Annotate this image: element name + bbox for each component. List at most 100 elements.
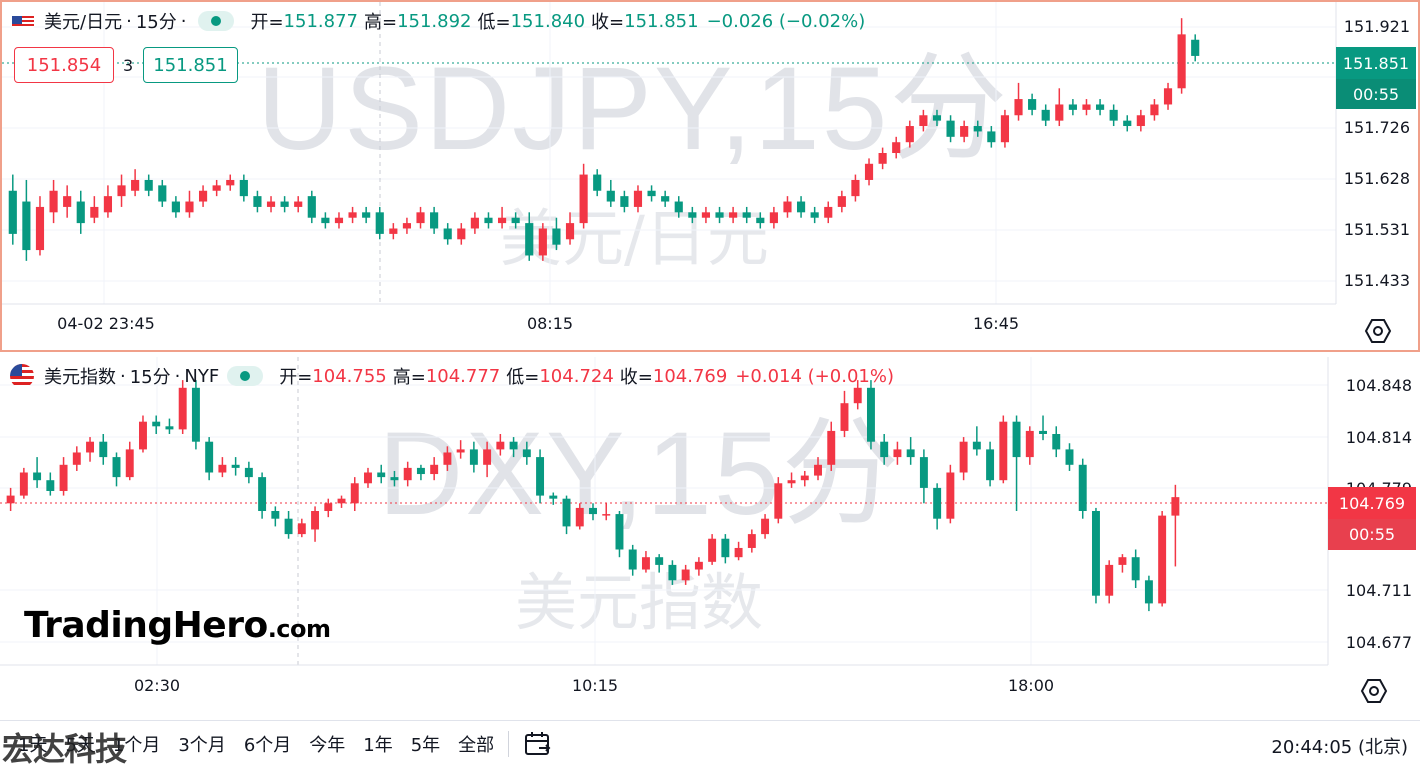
candle-up[interactable] xyxy=(337,498,346,504)
candle-up[interactable] xyxy=(59,464,68,491)
candle-down[interactable] xyxy=(552,228,561,245)
usdjpy-candles-svg[interactable] xyxy=(2,2,1418,350)
candle-down[interactable] xyxy=(647,190,656,197)
candle-up[interactable] xyxy=(837,196,846,207)
candle-up[interactable] xyxy=(641,557,650,570)
candle-down[interactable] xyxy=(280,201,289,207)
range-1y[interactable]: 1年 xyxy=(363,734,393,756)
candle-down[interactable] xyxy=(986,449,995,481)
candle-up[interactable] xyxy=(1118,557,1127,565)
candle-down[interactable] xyxy=(973,126,982,132)
candle-up[interactable] xyxy=(185,201,194,213)
candle-down[interactable] xyxy=(271,511,280,519)
candle-down[interactable] xyxy=(866,387,875,442)
candle-up[interactable] xyxy=(1171,497,1180,516)
candle-up[interactable] xyxy=(139,421,147,450)
candle-up[interactable] xyxy=(350,483,359,504)
candle-down[interactable] xyxy=(1068,104,1077,110)
candle-down[interactable] xyxy=(158,185,167,202)
settings-hexagon-icon[interactable] xyxy=(1360,677,1388,705)
candle-up[interactable] xyxy=(212,185,221,191)
candle-down[interactable] xyxy=(76,201,85,224)
candle-up[interactable] xyxy=(297,523,306,535)
candle-up[interactable] xyxy=(999,421,1008,481)
candle-down[interactable] xyxy=(416,467,425,475)
candle-up[interactable] xyxy=(443,452,452,465)
candle-down[interactable] xyxy=(1091,511,1100,596)
candle-up[interactable] xyxy=(1158,515,1167,604)
candle-up[interactable] xyxy=(1000,115,1010,143)
candle-down[interactable] xyxy=(549,495,558,499)
candle-up[interactable] xyxy=(681,569,690,581)
candle-up[interactable] xyxy=(946,472,955,519)
candle-up[interactable] xyxy=(1055,104,1064,121)
candle-up[interactable] xyxy=(575,507,584,527)
candle-down[interactable] xyxy=(191,387,200,442)
candle-down[interactable] xyxy=(688,212,697,218)
candle-up[interactable] xyxy=(853,387,862,404)
range-6m[interactable]: 6个月 xyxy=(243,734,292,756)
candle-down[interactable] xyxy=(972,441,981,450)
candle-up[interactable] xyxy=(919,115,928,127)
candle-up[interactable] xyxy=(497,217,507,224)
candle-down[interactable] xyxy=(1191,39,1200,56)
candle-up[interactable] xyxy=(538,228,547,256)
candle-down[interactable] xyxy=(1131,557,1140,581)
candle-up[interactable] xyxy=(787,480,796,484)
settings-hexagon-icon[interactable] xyxy=(1364,317,1392,345)
candle-up[interactable] xyxy=(960,126,969,137)
candle-down[interactable] xyxy=(1144,580,1153,604)
candle-down[interactable] xyxy=(321,217,330,224)
candle-down[interactable] xyxy=(946,120,955,137)
candle-down[interactable] xyxy=(987,131,996,143)
candle-up[interactable] xyxy=(602,514,611,516)
candle-up[interactable] xyxy=(496,441,505,450)
candle-down[interactable] xyxy=(46,480,55,491)
candle-up[interactable] xyxy=(266,201,276,207)
candle-up[interactable] xyxy=(403,467,412,481)
candle-down[interactable] xyxy=(239,179,248,197)
candle-up[interactable] xyxy=(456,449,465,453)
candle-down[interactable] xyxy=(509,441,518,450)
candle-down[interactable] xyxy=(628,549,637,570)
symbol-name[interactable]: 美元/日元 xyxy=(44,12,123,33)
candle-up[interactable] xyxy=(701,212,711,218)
candle-up[interactable] xyxy=(827,430,836,465)
candle-down[interactable] xyxy=(152,421,161,427)
candle-up[interactable] xyxy=(457,228,466,240)
candle-up[interactable] xyxy=(389,228,398,234)
candle-down[interactable] xyxy=(589,507,597,515)
candle-up[interactable] xyxy=(470,217,479,229)
candle-up[interactable] xyxy=(734,547,743,558)
candle-down[interactable] xyxy=(1078,464,1087,511)
candle-up[interactable] xyxy=(483,449,492,465)
candle-up[interactable] xyxy=(633,190,643,207)
range-ytd[interactable]: 今年 xyxy=(309,734,346,756)
candle-down[interactable] xyxy=(112,457,121,478)
candle-down[interactable] xyxy=(8,190,17,234)
candle-down[interactable] xyxy=(377,472,386,478)
candle-down[interactable] xyxy=(606,190,615,202)
candle-up[interactable] xyxy=(851,179,860,197)
candle-up[interactable] xyxy=(125,449,134,478)
candle-down[interactable] xyxy=(715,212,724,218)
candle-up[interactable] xyxy=(800,475,809,481)
candle-down[interactable] xyxy=(430,212,439,229)
candle-down[interactable] xyxy=(1065,449,1074,465)
candle-down[interactable] xyxy=(810,212,819,218)
range-5d[interactable]: 5天 xyxy=(65,734,95,756)
candle-down[interactable] xyxy=(536,457,545,496)
market-status-pill[interactable] xyxy=(198,11,235,31)
candle-down[interactable] xyxy=(919,457,928,488)
candle-down[interactable] xyxy=(742,212,751,218)
symbol-name[interactable]: 美元指数 xyxy=(44,367,116,388)
candle-down[interactable] xyxy=(307,196,316,218)
candle-down[interactable] xyxy=(1109,109,1118,121)
candle-down[interactable] xyxy=(375,212,384,234)
candle-down[interactable] xyxy=(362,212,371,218)
candle-down[interactable] xyxy=(1052,434,1061,450)
candle-down[interactable] xyxy=(525,223,534,256)
candle-down[interactable] xyxy=(522,449,531,458)
candle-down[interactable] xyxy=(484,217,493,224)
candle-up[interactable] xyxy=(1105,564,1114,596)
